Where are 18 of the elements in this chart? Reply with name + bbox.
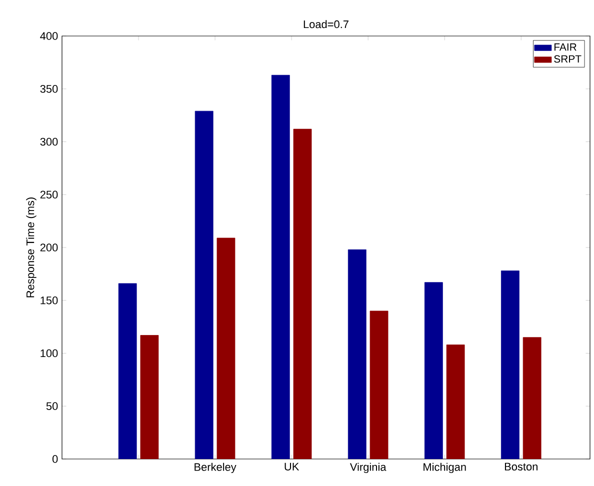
legend-label: FAIR xyxy=(554,43,576,51)
x-tick-label: Boston xyxy=(504,462,538,470)
x-tick-label: Michigan xyxy=(424,462,466,474)
y-axis-title: Response Time (ms) xyxy=(26,198,36,298)
chart-title: Load=0.7 xyxy=(304,20,348,28)
legend-label: SRPT xyxy=(554,55,582,63)
y-tick-label: 0 xyxy=(52,455,58,463)
y-tick-label: 100 xyxy=(40,349,58,358)
x-tick-label: Virginia xyxy=(350,462,386,474)
y-tick-label: 300 xyxy=(40,138,58,146)
y-tick-label: 50 xyxy=(46,402,58,410)
y-tick-label: 350 xyxy=(40,85,58,93)
x-tick-label: UK xyxy=(284,462,300,470)
y-tick-label: 200 xyxy=(40,244,58,252)
y-tick-label: 250 xyxy=(40,190,58,199)
y-tick-label: 150 xyxy=(40,296,58,304)
x-tick-label: Berkeley xyxy=(194,462,236,474)
y-tick-label: 400 xyxy=(40,32,58,40)
